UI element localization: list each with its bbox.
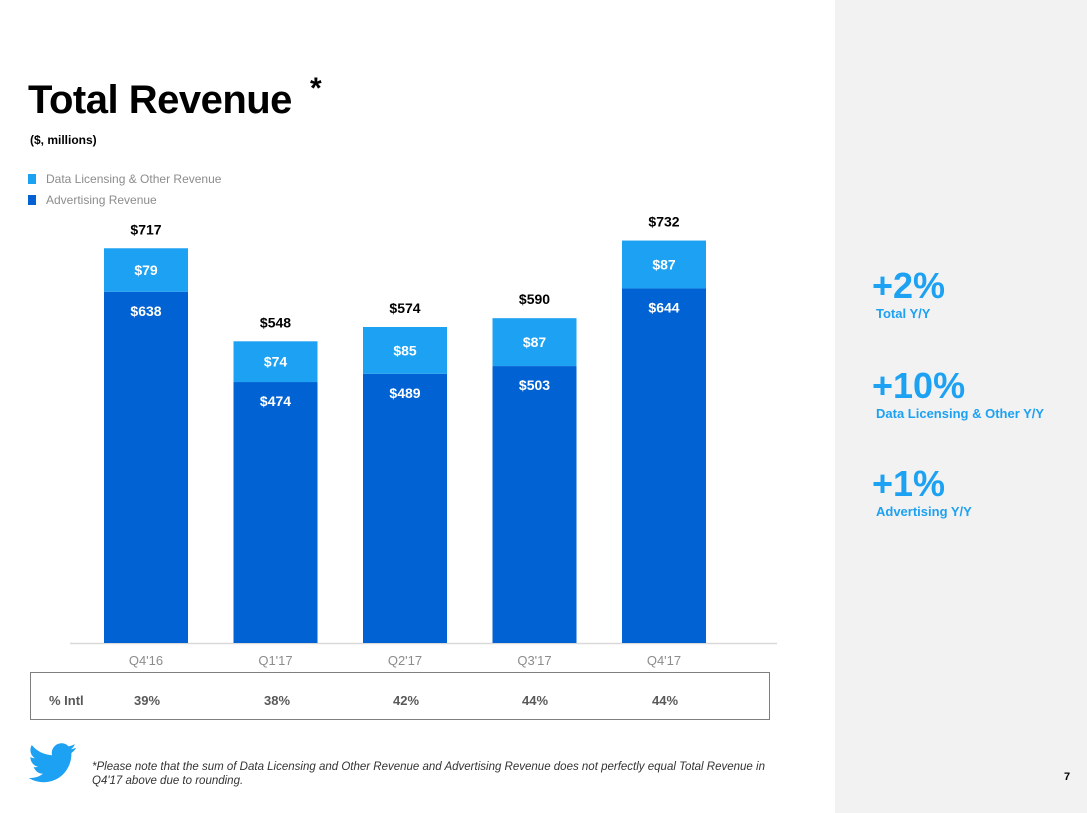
page-subtitle: ($, millions) — [30, 133, 97, 147]
legend-item-advertising: Advertising Revenue — [28, 189, 221, 210]
bar-data-licensing — [104, 248, 188, 292]
footnote: *Please note that the sum of Data Licens… — [92, 761, 765, 787]
x-tick-label: Q1'17 — [258, 653, 292, 668]
data-label-advertising: $503 — [519, 377, 550, 393]
stat-label: Advertising Y/Y — [876, 504, 972, 519]
title-footnote-mark: * — [310, 72, 322, 105]
bar-data-licensing — [622, 240, 706, 289]
data-label-total: $732 — [648, 214, 679, 230]
legend-label: Advertising Revenue — [46, 192, 157, 207]
stat-advertising-yy: +1% Advertising Y/Y — [872, 463, 972, 520]
data-label-advertising: $489 — [389, 385, 420, 401]
data-label-total: $717 — [130, 221, 161, 237]
data-label-data-licensing: $87 — [523, 334, 547, 350]
bar-data-licensing — [233, 341, 318, 383]
intl-value: 44% — [521, 693, 549, 708]
intl-value: 38% — [263, 693, 291, 708]
x-tick-label: Q3'17 — [517, 653, 551, 668]
twitter-bird-icon — [29, 743, 77, 783]
stat-value: +1% — [872, 463, 946, 504]
legend-swatch-advertising — [28, 194, 36, 205]
legend-label: Data Licensing & Other Revenue — [46, 171, 222, 186]
bar-data-licensing — [492, 318, 577, 367]
stat-value: +10% — [872, 365, 966, 406]
stat-label: Total Y/Y — [876, 306, 931, 321]
data-label-advertising: $644 — [648, 299, 679, 315]
legend-swatch-data-licensing — [28, 173, 36, 184]
stat-total-yy: +2% Total Y/Y — [872, 265, 946, 322]
bar-advertising — [233, 382, 318, 643]
data-label-data-licensing: $85 — [393, 342, 417, 358]
bar-data-licensing — [363, 326, 447, 374]
page-number: 7 — [1064, 771, 1071, 783]
stat-data-licensing-yy: +10% Data Licensing & Other Y/Y — [872, 365, 1045, 422]
x-tick-label: Q2'17 — [388, 653, 422, 668]
data-label-data-licensing: $87 — [652, 256, 676, 272]
data-label-total: $574 — [389, 300, 420, 316]
bar-advertising — [492, 366, 577, 643]
x-tick-label: Q4'16 — [129, 653, 163, 668]
data-label-advertising: $474 — [260, 393, 291, 409]
data-label-total: $590 — [519, 291, 550, 307]
stat-label: Data Licensing & Other Y/Y — [876, 406, 1045, 421]
data-label-data-licensing: $79 — [134, 262, 158, 278]
intl-row: % Intl 39% 38% 42% 44% 44% — [30, 672, 770, 720]
stat-value: +2% — [872, 265, 946, 306]
bar-advertising — [363, 373, 447, 643]
revenue-bar-chart: $79 $638 $717 Q4'16 $74 $474 $548 Q1'17 $85 $489 $… — [70, 214, 777, 668]
chart-legend: Data Licensing & Other Revenue Advertisi… — [28, 168, 221, 210]
intl-value: 39% — [133, 693, 161, 708]
intl-value: 42% — [392, 693, 420, 708]
legend-item-data-licensing: Data Licensing & Other Revenue — [28, 168, 221, 189]
bar-advertising — [104, 291, 188, 643]
data-label-total: $548 — [260, 314, 291, 330]
intl-row-label: % Intl — [49, 693, 84, 708]
bar-advertising — [622, 288, 706, 643]
x-tick-label: Q4'17 — [647, 653, 681, 668]
data-label-data-licensing: $74 — [264, 354, 288, 370]
data-label-advertising: $638 — [130, 303, 161, 319]
right-panel — [835, 0, 1087, 813]
intl-value: 44% — [651, 693, 679, 708]
page-title: Total Revenue — [28, 78, 292, 122]
